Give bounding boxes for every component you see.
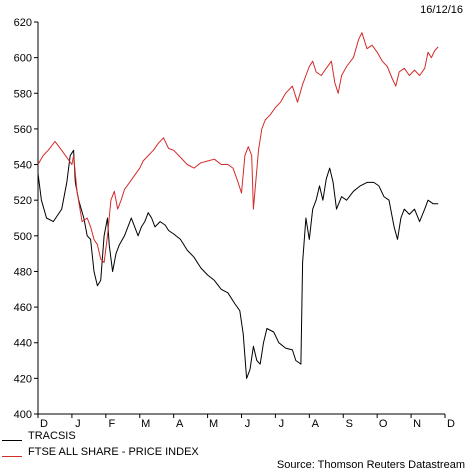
y-tick-label: 400: [14, 409, 32, 421]
x-tick-label: A: [176, 418, 184, 430]
x-tick-label: O: [379, 418, 388, 430]
x-tick-label: J: [279, 418, 285, 430]
y-tick-label: 580: [14, 88, 32, 100]
y-tick-label: 500: [14, 231, 32, 243]
x-tick-label: J: [245, 418, 251, 430]
source-note: Source: Thomson Reuters Datastream: [276, 459, 465, 471]
y-tick-label: 560: [14, 124, 32, 136]
legend-swatch-series-2: [2, 455, 22, 457]
series-line-2: [37, 32, 439, 263]
x-tick-label: F: [108, 418, 115, 430]
chart-date-label: 16/12/16: [420, 4, 463, 16]
x-tick-label: D: [40, 418, 48, 430]
y-tick-label: 520: [14, 195, 32, 207]
x-tick-label: J: [75, 418, 81, 430]
y-tick-label: 620: [14, 17, 32, 29]
legend-swatch-series-1: [2, 439, 22, 441]
y-tick-label: 600: [14, 53, 32, 65]
x-tick-label: M: [141, 418, 150, 430]
series-layer: [37, 32, 439, 379]
x-tick-label: D: [447, 418, 455, 430]
legend-label-series-2: FTSE ALL SHARE - PRICE INDEX: [28, 446, 199, 458]
y-tick-label: 540: [14, 160, 32, 172]
x-tick-label: A: [312, 418, 320, 430]
legend-label-series-1: TRACSIS: [28, 430, 76, 442]
x-tick-label: N: [413, 418, 421, 430]
legend-item-series-2: FTSE ALL SHARE - PRICE INDEX: [2, 446, 199, 458]
series-line-1: [37, 149, 439, 379]
y-tick-label: 460: [14, 302, 32, 314]
axes-layer: 400 420 440 460 480 500 520 540 560 580 600 620 D J F M…: [14, 17, 455, 430]
legend-item-series-1: TRACSIS: [2, 430, 76, 442]
x-tick-label: S: [346, 418, 353, 430]
y-tick-label: 480: [14, 266, 32, 278]
x-tick-label: M: [209, 418, 218, 430]
y-tick-label: 420: [14, 373, 32, 385]
y-tick-label: 440: [14, 338, 32, 350]
